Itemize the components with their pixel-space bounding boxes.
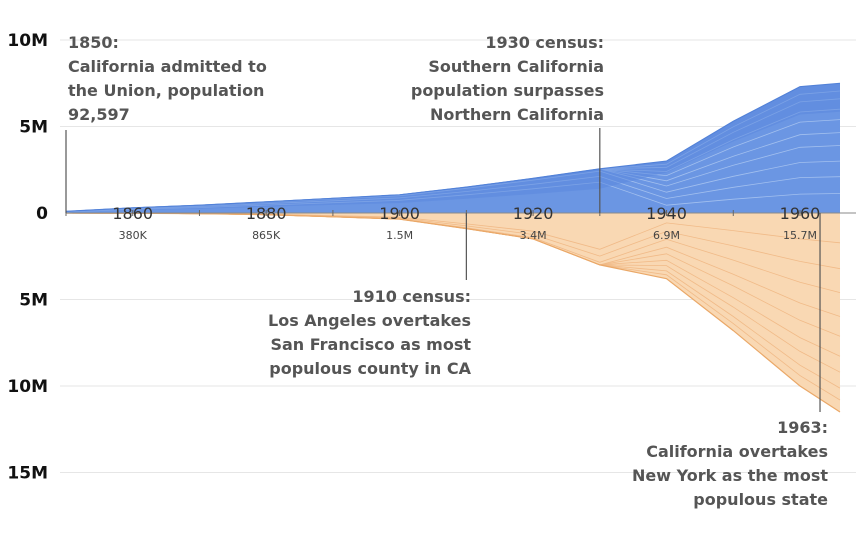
y-tick-label: 5M [19, 118, 48, 138]
annotation-text: Southern California [428, 57, 604, 76]
y-tick-label: 15M [7, 464, 48, 484]
annotation-text: 1930 census: [485, 33, 604, 52]
x-tick-label: 1860 [112, 204, 153, 223]
x-population-label: 865K [252, 229, 281, 242]
x-population-label: 6.9M [653, 229, 680, 242]
y-axis: 10M 5M 0 5M 10M 15M [7, 31, 48, 484]
annotation-text: populous state [693, 490, 828, 509]
x-axis: 1860 380K 1880 865K 1900 1.5M 1920 3.4M 1940 6.9M… [65, 204, 856, 242]
y-tick-label: 0 [36, 204, 48, 224]
annotation-text: New York as the most [632, 466, 828, 485]
x-population-label: 3.4M [520, 229, 547, 242]
gridlines [60, 39, 856, 473]
north-area-group [65, 82, 841, 213]
annotation-text: 1850: [68, 33, 119, 52]
x-tick-label: 1880 [246, 204, 287, 223]
x-population-label: 380K [119, 229, 148, 242]
annotation-text: Northern California [430, 105, 604, 124]
x-tick-label: 1900 [379, 204, 420, 223]
annotation-text: 1910 census: [352, 287, 471, 306]
annotation-text: 1963: [777, 418, 828, 437]
south-area [66, 213, 840, 412]
annotation-text: California overtakes [646, 442, 828, 461]
x-tick-label: 1940 [646, 204, 687, 223]
annotation-text: population surpasses [411, 81, 604, 100]
annotations: 1850: California admitted to the Union, po… [65, 33, 828, 509]
annotation-text: San Francisco as most [270, 335, 471, 354]
annotation-text: 92,597 [68, 105, 130, 124]
y-tick-label: 5M [19, 291, 48, 311]
annotation-text: the Union, population [68, 81, 264, 100]
annotation-text: California admitted to [68, 57, 267, 76]
annotation-text: populous county in CA [269, 359, 471, 378]
y-tick-label: 10M [7, 31, 48, 51]
x-tick-label: 1920 [513, 204, 554, 223]
annotation-text: Los Angeles overtakes [268, 311, 471, 330]
x-population-label: 1.5M [386, 229, 413, 242]
y-tick-label: 10M [7, 377, 48, 397]
x-tick-label: 1960 [780, 204, 821, 223]
x-population-label: 15.7M [783, 229, 817, 242]
